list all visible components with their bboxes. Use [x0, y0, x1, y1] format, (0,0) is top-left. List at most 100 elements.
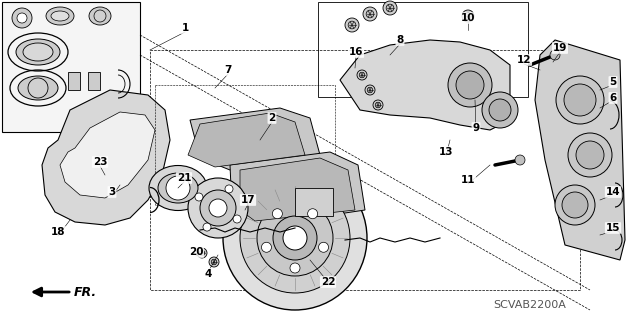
Text: 10: 10	[461, 13, 476, 23]
Circle shape	[555, 185, 595, 225]
Circle shape	[482, 92, 518, 128]
Circle shape	[209, 257, 219, 267]
Bar	[2, 2, 140, 132]
Text: 13: 13	[439, 147, 453, 157]
Ellipse shape	[89, 7, 111, 25]
Bar	[318, 2, 528, 97]
Text: 12: 12	[516, 55, 531, 65]
Circle shape	[283, 226, 307, 250]
Ellipse shape	[18, 76, 58, 100]
Polygon shape	[240, 158, 355, 221]
Circle shape	[12, 8, 32, 28]
Circle shape	[365, 85, 375, 95]
Polygon shape	[230, 152, 365, 225]
Circle shape	[386, 4, 394, 12]
Polygon shape	[535, 40, 625, 260]
Circle shape	[359, 72, 365, 78]
Circle shape	[240, 183, 350, 293]
Circle shape	[373, 100, 383, 110]
Text: 6: 6	[609, 93, 616, 103]
Text: 1: 1	[181, 23, 189, 33]
Circle shape	[94, 10, 106, 22]
Circle shape	[448, 63, 492, 107]
Text: 11: 11	[461, 175, 476, 185]
Circle shape	[262, 242, 271, 252]
Circle shape	[195, 193, 203, 201]
Circle shape	[366, 10, 374, 18]
Circle shape	[562, 192, 588, 218]
Circle shape	[348, 21, 356, 29]
Circle shape	[564, 84, 596, 116]
Circle shape	[257, 200, 333, 276]
Circle shape	[211, 259, 217, 265]
Ellipse shape	[46, 7, 74, 25]
Circle shape	[28, 78, 48, 98]
Circle shape	[375, 102, 381, 108]
Text: 17: 17	[241, 195, 255, 205]
Ellipse shape	[23, 43, 53, 61]
Polygon shape	[188, 113, 305, 167]
Circle shape	[290, 263, 300, 273]
Circle shape	[199, 250, 205, 256]
Text: SCVAB2200A: SCVAB2200A	[493, 300, 566, 310]
Text: 14: 14	[605, 187, 620, 197]
Bar	[295, 188, 333, 216]
Circle shape	[489, 99, 511, 121]
Polygon shape	[88, 72, 100, 90]
Circle shape	[273, 216, 317, 260]
Circle shape	[225, 185, 233, 193]
Circle shape	[319, 242, 328, 252]
Text: 19: 19	[553, 43, 567, 53]
Ellipse shape	[158, 173, 198, 203]
Text: 20: 20	[189, 247, 204, 257]
Circle shape	[233, 215, 241, 223]
Circle shape	[345, 18, 359, 32]
Bar	[150, 50, 580, 290]
Ellipse shape	[149, 166, 207, 211]
Text: 18: 18	[51, 227, 65, 237]
Ellipse shape	[16, 39, 60, 65]
Circle shape	[223, 166, 367, 310]
Text: 21: 21	[177, 173, 191, 183]
Text: 5: 5	[609, 77, 616, 87]
Text: 7: 7	[224, 65, 232, 75]
Circle shape	[357, 70, 367, 80]
Circle shape	[462, 10, 474, 22]
Circle shape	[166, 176, 190, 200]
Polygon shape	[42, 90, 170, 225]
Circle shape	[308, 209, 317, 219]
Circle shape	[576, 141, 604, 169]
Circle shape	[367, 87, 372, 93]
Text: FR.: FR.	[74, 286, 97, 299]
Circle shape	[550, 50, 560, 60]
Circle shape	[273, 209, 282, 219]
Text: 16: 16	[349, 47, 364, 57]
Polygon shape	[68, 72, 80, 90]
Circle shape	[197, 248, 207, 258]
Text: 8: 8	[396, 35, 404, 45]
Circle shape	[515, 155, 525, 165]
Circle shape	[383, 1, 397, 15]
Ellipse shape	[51, 11, 69, 21]
Text: 9: 9	[472, 123, 479, 133]
Text: 4: 4	[204, 269, 212, 279]
Polygon shape	[60, 112, 155, 198]
Circle shape	[456, 71, 484, 99]
Text: 3: 3	[108, 187, 116, 197]
Text: 22: 22	[321, 277, 335, 287]
Bar	[155, 85, 335, 205]
Circle shape	[465, 13, 471, 19]
Circle shape	[363, 7, 377, 21]
Circle shape	[200, 190, 236, 226]
Circle shape	[203, 223, 211, 231]
Polygon shape	[340, 40, 510, 130]
Circle shape	[188, 178, 248, 238]
Text: 2: 2	[268, 113, 276, 123]
Polygon shape	[190, 108, 320, 170]
Circle shape	[209, 199, 227, 217]
Circle shape	[556, 76, 604, 124]
Text: 23: 23	[93, 157, 108, 167]
Circle shape	[568, 133, 612, 177]
Text: 15: 15	[605, 223, 620, 233]
Circle shape	[17, 13, 27, 23]
